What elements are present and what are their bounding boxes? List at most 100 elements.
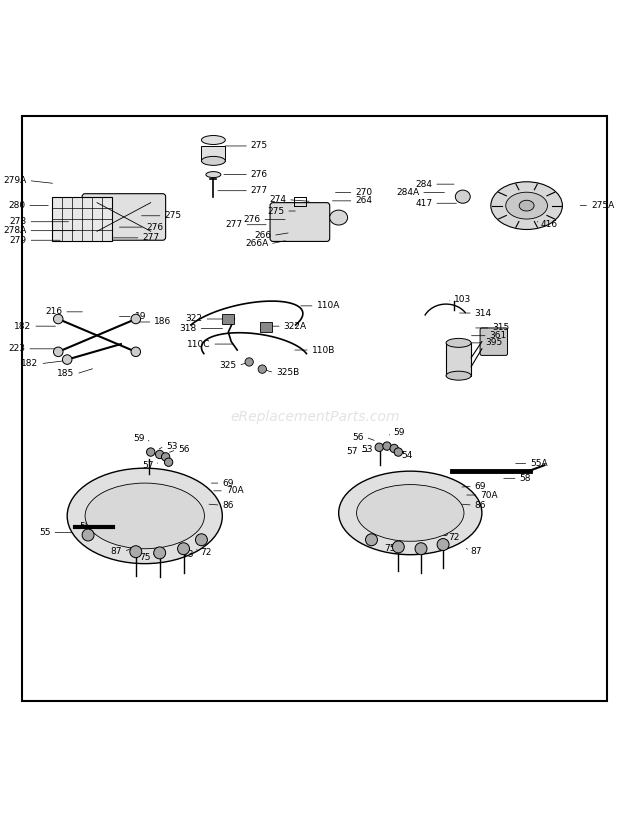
Text: 322: 322 [185,315,203,324]
Ellipse shape [356,484,464,541]
Ellipse shape [67,468,223,564]
Text: 276: 276 [244,215,260,224]
Text: 69: 69 [475,481,486,490]
Text: 56: 56 [352,433,364,442]
FancyBboxPatch shape [82,194,166,240]
Text: 325: 325 [219,361,237,370]
Text: 73: 73 [437,529,449,538]
Circle shape [131,315,141,324]
Circle shape [131,347,141,356]
Text: 275: 275 [267,207,285,216]
Bar [260,322,272,332]
Text: 416: 416 [541,221,557,230]
FancyBboxPatch shape [480,328,508,355]
Text: 59: 59 [133,434,144,443]
Circle shape [392,541,404,553]
Text: 275: 275 [164,212,182,221]
Text: 264: 264 [355,196,373,205]
Text: 315: 315 [493,324,510,333]
Text: 110C: 110C [187,340,210,349]
Circle shape [437,538,449,551]
Text: 322A: 322A [284,322,307,331]
Ellipse shape [446,338,471,347]
Circle shape [195,534,208,546]
Text: 70A: 70A [480,490,498,499]
Ellipse shape [455,190,470,203]
Circle shape [154,547,166,559]
Text: 361: 361 [490,331,507,340]
Bar [446,343,471,376]
Text: 270: 270 [355,188,373,197]
Text: 57: 57 [142,461,154,470]
Circle shape [164,458,173,467]
Ellipse shape [519,200,534,211]
Ellipse shape [506,192,547,219]
Text: 58: 58 [520,474,531,483]
Text: 280: 280 [8,201,25,210]
Circle shape [156,450,164,458]
Circle shape [82,529,94,541]
Text: 103: 103 [454,295,471,304]
Circle shape [375,443,383,452]
Text: 69: 69 [223,479,234,488]
Circle shape [53,347,63,356]
Text: 284: 284 [415,180,432,189]
Text: 185: 185 [57,369,74,378]
Text: 53: 53 [361,444,373,453]
Text: 58: 58 [79,522,91,531]
Text: 284A: 284A [396,188,419,197]
Text: 223: 223 [9,344,25,353]
Ellipse shape [202,156,225,165]
Text: 279A: 279A [3,176,27,185]
Text: 417: 417 [415,199,432,208]
Circle shape [415,542,427,555]
Text: 276: 276 [146,222,164,231]
Circle shape [63,355,72,364]
Text: eReplacementParts.com: eReplacementParts.com [230,410,399,425]
Text: 182: 182 [22,359,38,368]
Text: 55: 55 [39,528,50,537]
Text: 186: 186 [154,318,172,327]
Text: 216: 216 [45,307,63,316]
Text: 86: 86 [475,501,486,510]
Text: 86: 86 [223,501,234,510]
Text: 72: 72 [448,533,459,542]
FancyBboxPatch shape [270,203,330,242]
Text: 75: 75 [140,552,151,561]
Text: 325B: 325B [276,368,299,377]
Circle shape [366,534,378,546]
Text: 75: 75 [384,544,396,553]
Text: 57: 57 [346,447,358,456]
Text: 275: 275 [250,141,267,150]
Text: 70A: 70A [226,486,244,495]
Circle shape [130,546,142,558]
Text: 266A: 266A [245,239,268,248]
Ellipse shape [202,136,225,145]
Ellipse shape [85,483,205,549]
Text: 87: 87 [110,547,122,556]
Circle shape [390,444,398,453]
Ellipse shape [339,471,482,555]
Ellipse shape [446,371,471,380]
Text: 277: 277 [143,234,159,243]
Text: 277: 277 [226,221,242,230]
Circle shape [383,442,391,450]
Text: 182: 182 [14,322,32,331]
Text: 278: 278 [9,217,27,226]
Text: 278A: 278A [3,226,27,235]
Circle shape [245,358,254,366]
Text: 318: 318 [179,324,197,333]
Text: 54: 54 [401,450,413,459]
Circle shape [394,448,402,456]
Text: 72: 72 [200,548,211,557]
Ellipse shape [491,181,562,230]
Circle shape [161,453,170,461]
Text: 314: 314 [475,309,492,318]
Text: 53: 53 [166,442,178,451]
Text: 87: 87 [471,547,482,556]
Text: 73: 73 [182,550,194,559]
Text: 276: 276 [250,170,267,179]
Text: 56: 56 [178,445,190,454]
Text: 110B: 110B [312,346,335,355]
Circle shape [146,448,155,456]
